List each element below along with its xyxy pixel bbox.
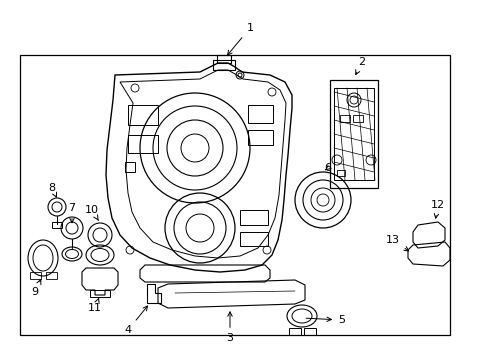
Text: 1: 1: [227, 23, 253, 55]
Bar: [247, 105, 272, 123]
Bar: [336, 170, 345, 176]
Bar: [247, 130, 272, 145]
Text: 6: 6: [324, 163, 331, 173]
Text: 8: 8: [48, 183, 57, 197]
Bar: [128, 135, 158, 153]
Bar: [125, 162, 135, 172]
Text: 11: 11: [88, 298, 102, 313]
Bar: [52, 222, 62, 228]
Bar: [333, 88, 373, 180]
Text: 5: 5: [305, 315, 345, 325]
Text: 2: 2: [355, 57, 365, 75]
Bar: [240, 232, 267, 246]
Text: 12: 12: [430, 200, 444, 218]
Bar: [213, 60, 235, 70]
Bar: [217, 55, 230, 63]
Text: 3: 3: [226, 312, 233, 343]
Bar: [288, 328, 301, 335]
Text: 4: 4: [124, 306, 147, 335]
Text: 10: 10: [85, 205, 99, 220]
Bar: [240, 210, 267, 225]
Text: 9: 9: [31, 280, 41, 297]
Bar: [30, 272, 41, 279]
Bar: [304, 328, 315, 335]
Bar: [352, 115, 362, 122]
Text: 7: 7: [68, 203, 76, 223]
Bar: [329, 80, 377, 188]
Bar: [339, 115, 349, 122]
Bar: [46, 272, 57, 279]
Bar: [20, 55, 449, 335]
Bar: [128, 105, 158, 125]
Text: 13: 13: [385, 235, 408, 251]
Bar: [90, 290, 110, 297]
